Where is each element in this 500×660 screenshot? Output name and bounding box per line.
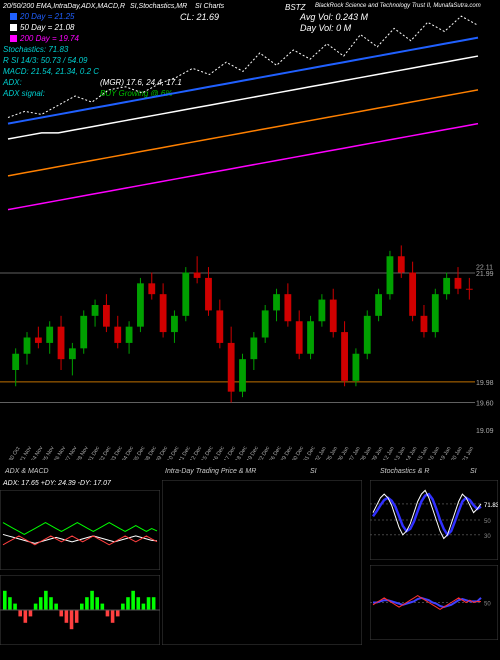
svg-text:71.83: 71.83 bbox=[484, 503, 498, 509]
candle-panel: 22.1121.9919.9819.6019.0930 Oct21 Nov24 … bbox=[0, 235, 500, 460]
svg-text:20 Jan: 20 Jan bbox=[450, 446, 463, 460]
panel-title: Stochastics & R bbox=[380, 468, 429, 475]
svg-text:19 Jan: 19 Jan bbox=[439, 446, 452, 460]
svg-text:05 Jan: 05 Jan bbox=[326, 446, 339, 460]
svg-text:19.98: 19.98 bbox=[476, 380, 494, 387]
rsi-subpanel: 50 bbox=[370, 565, 498, 640]
svg-text:14 Jan: 14 Jan bbox=[405, 446, 418, 460]
ema-panel bbox=[0, 0, 500, 235]
svg-text:50: 50 bbox=[484, 602, 491, 608]
adx-values: ADX: 17.65 +DY: 24.39 -DY: 17.07 bbox=[3, 480, 111, 487]
svg-text:19.09: 19.09 bbox=[476, 428, 494, 435]
svg-text:16 Jan: 16 Jan bbox=[428, 446, 441, 460]
intraday-subpanel bbox=[162, 480, 362, 645]
stochastics-subpanel: 71.83503071.83 bbox=[370, 480, 498, 560]
svg-text:06 Jan: 06 Jan bbox=[337, 446, 350, 460]
panel-title: SI bbox=[470, 468, 477, 475]
svg-text:19.60: 19.60 bbox=[476, 401, 494, 408]
macd-subpanel bbox=[0, 575, 160, 645]
svg-text:09 Jan: 09 Jan bbox=[371, 446, 384, 460]
svg-text:50: 50 bbox=[484, 519, 491, 525]
svg-text:15 Jan: 15 Jan bbox=[416, 446, 429, 460]
svg-text:02 Jan: 02 Jan bbox=[314, 446, 327, 460]
svg-text:12 Jan: 12 Jan bbox=[382, 446, 395, 460]
svg-text:08 Jan: 08 Jan bbox=[360, 446, 373, 460]
svg-text:07 Jan: 07 Jan bbox=[348, 446, 361, 460]
panel-title: Intra-Day Trading Price & MR bbox=[165, 468, 256, 475]
svg-text:30: 30 bbox=[484, 534, 491, 540]
svg-text:21.99: 21.99 bbox=[476, 271, 494, 278]
panel-title: ADX & MACD bbox=[5, 468, 49, 475]
svg-text:21 Jan: 21 Jan bbox=[462, 446, 475, 460]
adx-subpanel bbox=[0, 490, 160, 570]
panel-title: SI bbox=[310, 468, 317, 475]
svg-text:13 Jan: 13 Jan bbox=[394, 446, 407, 460]
